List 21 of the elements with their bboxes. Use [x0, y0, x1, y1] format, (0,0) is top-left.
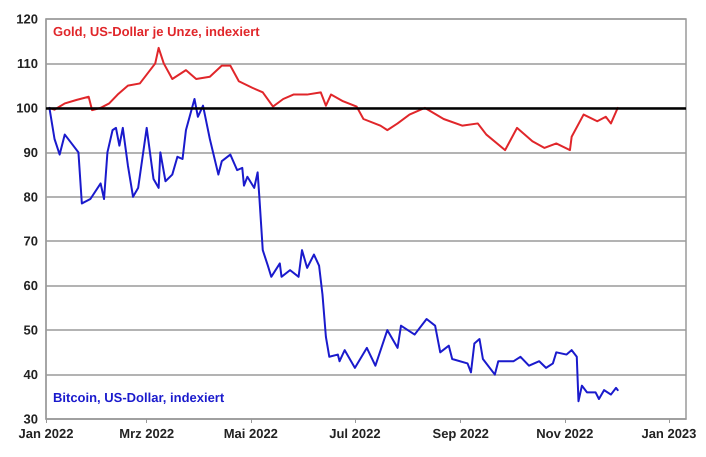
y-tick-label: 50	[24, 322, 38, 338]
y-tick-label: 100	[16, 100, 38, 116]
x-tick-label: Mai 2022	[224, 426, 278, 441]
x-tick-label: Nov 2022	[536, 426, 594, 441]
x-tick-label: Jan 2023	[641, 426, 696, 441]
x-tick-label: Jul 2022	[329, 426, 381, 441]
y-tick-label: 90	[24, 144, 38, 160]
series-label: Gold, US-Dollar je Unze, indexiert	[53, 24, 260, 39]
y-tick-label: 120	[16, 12, 38, 26]
y-tick-label: 30	[24, 412, 38, 426]
y-tick-label: 110	[17, 56, 38, 71]
x-tick-label: Sep 2022	[432, 426, 489, 441]
text: Bitcoin, US-Dollar, indexiert	[53, 390, 225, 405]
line-series	[48, 98, 619, 402]
x-tick-label: Jan 2022	[18, 426, 74, 441]
line-series	[48, 46, 619, 152]
y-tick-label: 80	[24, 189, 38, 204]
x-tick-label: Mrz 2022	[119, 426, 174, 441]
y-tick-label: 60	[24, 278, 38, 294]
y-tick-label: 40	[24, 367, 38, 382]
y-tick-label: 70	[24, 234, 38, 249]
